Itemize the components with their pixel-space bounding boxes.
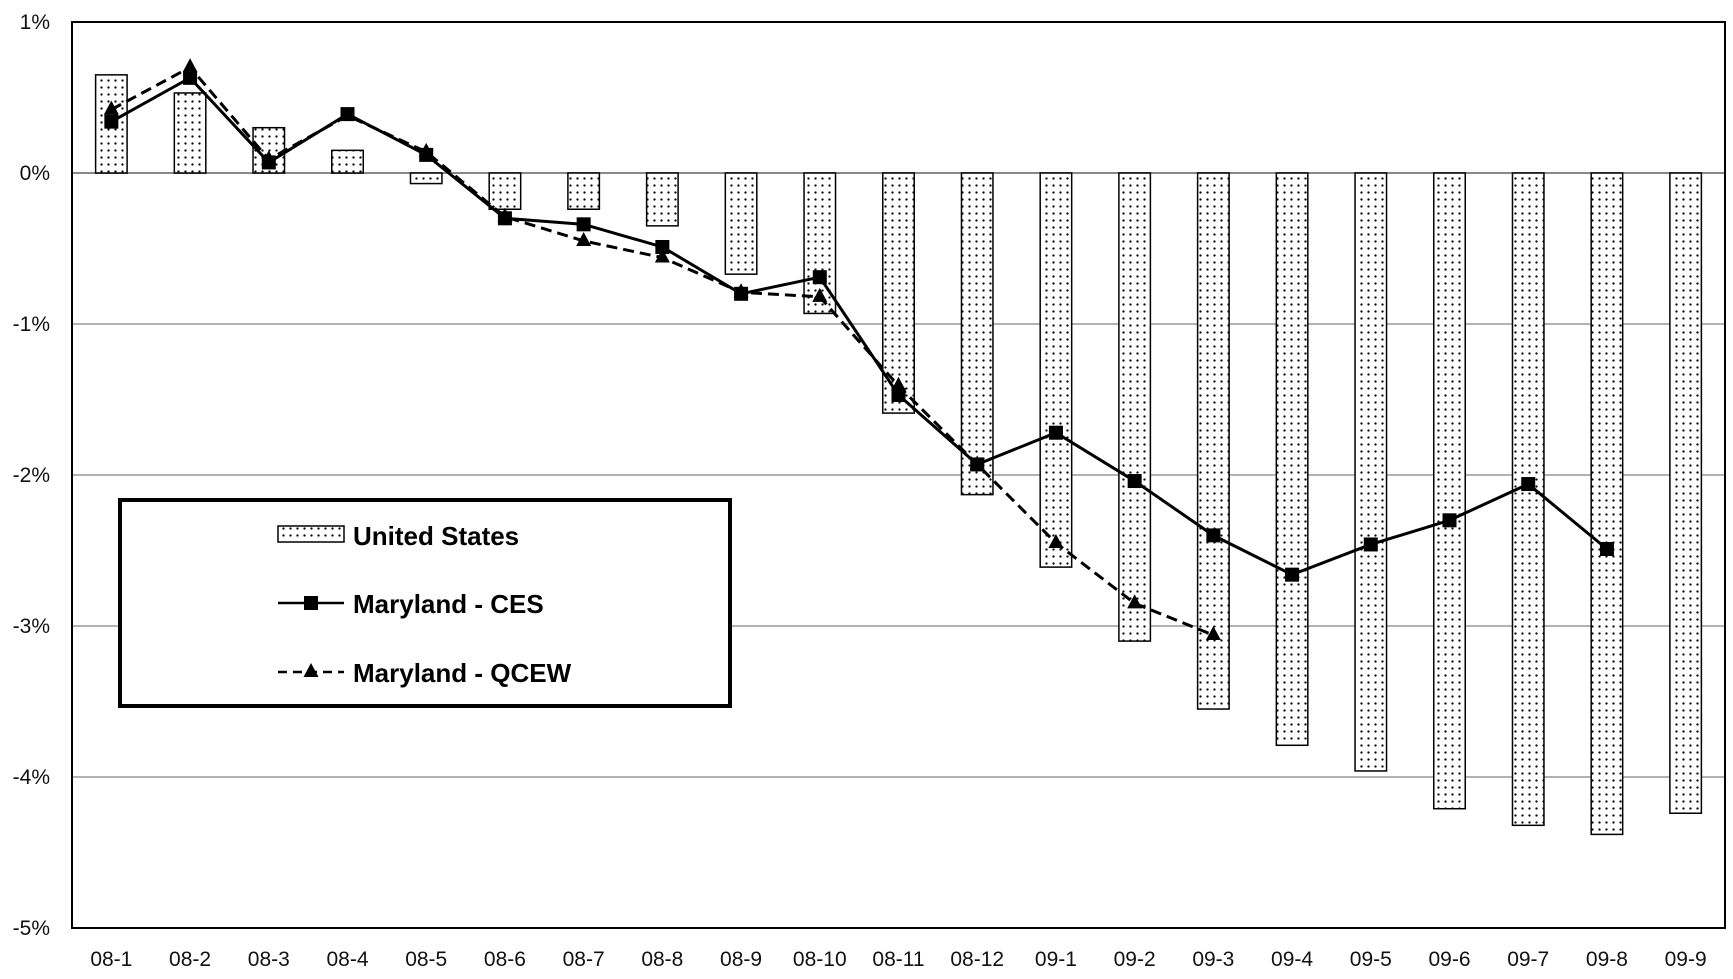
marker-maryland-ces-09-4	[1285, 567, 1300, 582]
bar-united-states-09-3	[1196, 172, 1230, 710]
bar-series-united-states	[94, 74, 1703, 836]
x-tick-label-08-3: 08-3	[248, 948, 290, 971]
marker-maryland-qcew-08-1	[103, 100, 119, 115]
x-tick-label-09-1: 09-1	[1035, 948, 1077, 971]
marker-maryland-qcew-09-1	[1048, 533, 1064, 548]
x-tick-label-08-1: 08-1	[90, 948, 132, 971]
legend-label-maryland-qcew: Maryland - QCEW	[353, 658, 572, 688]
marker-maryland-qcew-08-8	[654, 248, 670, 263]
bar-united-states-09-9	[1669, 172, 1703, 814]
bar-united-states-09-4	[1275, 172, 1309, 747]
bar-united-states-08-12	[960, 172, 994, 496]
y-tick-label-4: -4%	[13, 766, 50, 789]
plot-frame	[71, 21, 1726, 929]
bar-united-states-09-8	[1590, 172, 1624, 836]
legend: United States Maryland - CES Maryland - …	[118, 498, 732, 708]
x-tick-label-09-3: 09-3	[1192, 948, 1234, 971]
marker-maryland-qcew-09-3	[1205, 626, 1221, 641]
y-tick-label-3: -3%	[13, 615, 50, 638]
y-tick-label-2: -2%	[13, 464, 50, 487]
x-tick-label-08-6: 08-6	[484, 948, 526, 971]
gridlines	[72, 21, 1725, 929]
y-tick-label-1: -1%	[13, 313, 50, 336]
marker-maryland-ces-09-8	[1599, 541, 1614, 556]
x-tick-label-08-10: 08-10	[793, 948, 847, 971]
bar-united-states-08-5	[409, 172, 443, 185]
bar-united-states-08-8	[645, 172, 679, 227]
x-tick-label-08-11: 08-11	[872, 948, 924, 971]
x-tick-label-09-8: 09-8	[1586, 948, 1628, 971]
legend-swatch-united-states	[277, 525, 345, 543]
marker-maryland-qcew-08-3	[261, 150, 277, 165]
bar-united-states-08-7	[567, 172, 601, 210]
bar-united-states-09-2	[1118, 172, 1152, 642]
bar-united-states-08-6	[488, 172, 522, 210]
marker-maryland-ces-08-1	[104, 114, 119, 129]
y-tick-label-5: -5%	[13, 917, 50, 940]
marker-maryland-ces-08-8	[655, 239, 670, 254]
legend-label-maryland-ces: Maryland - CES	[353, 589, 544, 619]
marker-maryland-qcew-08-2	[182, 58, 198, 73]
y-tick-label-1: 1%	[20, 11, 50, 34]
marker-maryland-ces-09-1	[1048, 425, 1063, 440]
marker-maryland-qcew-08-6	[497, 207, 513, 222]
y-tick-label-0: 0%	[20, 162, 50, 185]
x-axis-tick-labels: 08-1 08-2 08-3 08-4 08-5 08-6 08-7 08-8 08-9 08-1…	[90, 948, 1706, 971]
marker-maryland-qcew-08-12	[969, 455, 985, 470]
bar-united-states-09-6	[1433, 172, 1466, 810]
marker-maryland-ces-09-2	[1127, 474, 1142, 489]
marker-maryland-qcew-08-11	[891, 376, 906, 391]
marker-maryland-qcew-09-2	[1127, 594, 1143, 609]
line-series	[103, 58, 1614, 641]
x-tick-label-08-5: 08-5	[405, 948, 447, 971]
x-tick-label-08-4: 08-4	[326, 948, 368, 971]
bar-united-states-08-2	[173, 92, 207, 174]
x-tick-label-08-12: 08-12	[950, 948, 1004, 971]
x-tick-label-09-6: 09-6	[1428, 948, 1470, 971]
y-axis-tick-labels: 1% 0% -1% -2% -3% -4% -5%	[13, 11, 50, 940]
marker-maryland-ces-09-5	[1363, 537, 1378, 552]
x-tick-label-09-2: 09-2	[1114, 948, 1156, 971]
marker-maryland-qcew-08-10	[812, 287, 828, 302]
bar-united-states-09-5	[1354, 172, 1388, 772]
bar-united-states-08-4	[331, 149, 364, 174]
marker-maryland-ces-09-6	[1442, 513, 1457, 528]
x-tick-label-08-8: 08-8	[641, 948, 683, 971]
legend-label-united-states: United States	[353, 521, 519, 551]
bar-united-states-09-1	[1039, 172, 1073, 568]
x-tick-label-09-9: 09-9	[1665, 948, 1707, 971]
marker-maryland-qcew-08-5	[418, 142, 434, 157]
marker-maryland-ces-08-7	[576, 217, 591, 232]
marker-maryland-ces-08-2	[183, 70, 198, 85]
legend-marker-maryland-qcew	[303, 663, 319, 677]
x-tick-label-08-9: 08-9	[720, 948, 762, 971]
x-tick-label-09-4: 09-4	[1271, 948, 1313, 971]
marker-maryland-ces-09-3	[1206, 528, 1221, 543]
x-tick-label-09-7: 09-7	[1507, 948, 1549, 971]
marker-maryland-qcew-08-9	[733, 283, 749, 298]
marker-maryland-qcew-08-4	[340, 106, 355, 121]
x-tick-label-09-5: 09-5	[1350, 948, 1392, 971]
marker-maryland-qcew-08-7	[576, 231, 592, 246]
legend-box	[118, 498, 732, 708]
bar-united-states-08-9	[724, 172, 758, 275]
marker-maryland-ces-08-10	[812, 270, 827, 285]
bar-united-states-09-7	[1511, 172, 1545, 827]
legend-marker-maryland-ces	[304, 596, 318, 610]
x-tick-label-08-7: 08-7	[563, 948, 605, 971]
marker-maryland-ces-09-7	[1521, 477, 1536, 492]
x-tick-label-08-2: 08-2	[169, 948, 211, 971]
